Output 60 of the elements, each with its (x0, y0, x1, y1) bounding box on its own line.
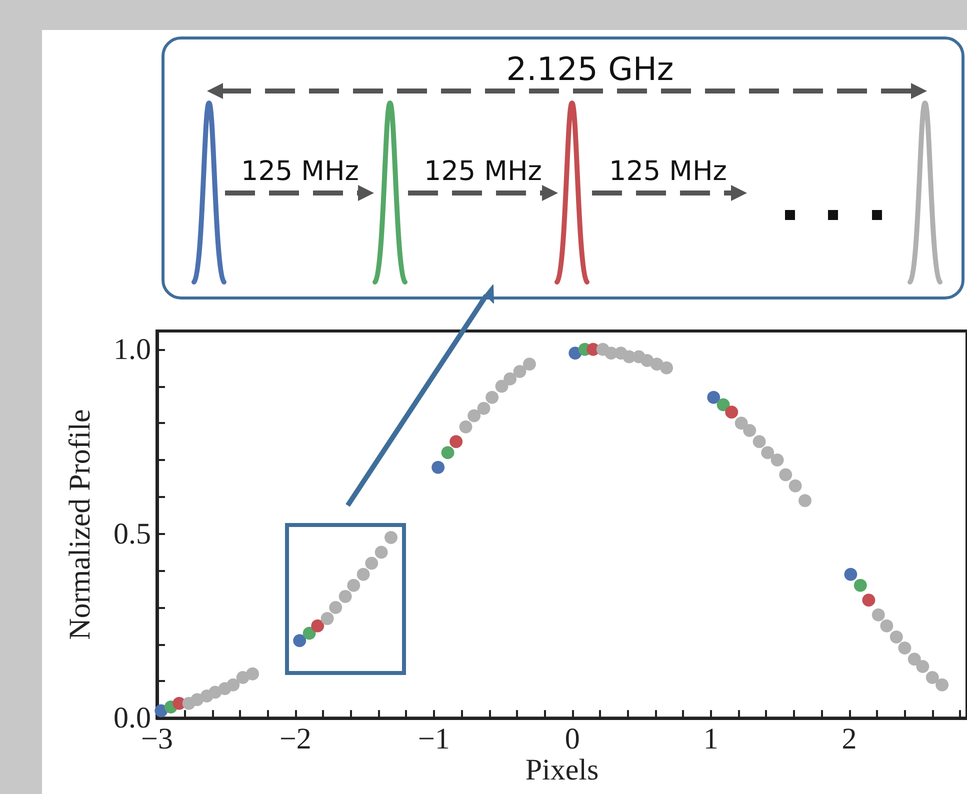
point (890, 630, 903, 644)
point (844, 568, 858, 581)
point (459, 420, 472, 434)
point (441, 446, 454, 460)
point (495, 380, 508, 393)
point (898, 642, 912, 655)
point (226, 678, 240, 692)
point (788, 479, 802, 492)
x-tick-label: −2 (280, 722, 312, 756)
point (522, 358, 536, 371)
y-tick-label: 1.0 (114, 332, 151, 366)
text: 125 MHz (424, 156, 542, 187)
point (311, 619, 324, 632)
point (908, 652, 921, 666)
point (779, 468, 792, 482)
x-axis-title: Pixels (525, 754, 599, 786)
text: 125 MHz (241, 156, 359, 187)
point (770, 454, 784, 467)
point (752, 435, 766, 448)
point (246, 667, 260, 680)
y-tick-label: 0.5 (114, 517, 151, 550)
point (761, 446, 774, 460)
point (338, 590, 352, 603)
point (356, 568, 370, 581)
point (880, 619, 894, 632)
point (477, 402, 490, 415)
y-axis-title: Normalized Profile (64, 409, 96, 640)
x-tick-label: 1 (703, 722, 718, 756)
point (302, 626, 316, 640)
point (293, 634, 306, 648)
x-tick-label: −1 (418, 722, 450, 756)
x-tick-label: 0 (564, 722, 580, 756)
point (320, 612, 334, 626)
point (365, 556, 378, 570)
point (450, 435, 463, 448)
point (734, 416, 748, 430)
point (854, 578, 867, 592)
point (432, 460, 445, 474)
text: 2.125 GHz (506, 50, 674, 88)
text: 125 MHz (609, 156, 727, 187)
point (862, 594, 876, 607)
point (707, 390, 720, 404)
point (725, 406, 738, 419)
point (504, 372, 517, 386)
point (716, 398, 730, 412)
point (660, 361, 674, 374)
point (374, 546, 388, 559)
point (798, 494, 812, 508)
point (872, 608, 885, 622)
point (329, 601, 342, 614)
point (486, 390, 499, 404)
point (384, 530, 398, 544)
x-tick-label: 2 (842, 722, 857, 756)
point (926, 671, 939, 684)
point (916, 660, 930, 673)
point (743, 424, 756, 438)
point (513, 365, 526, 378)
point (347, 578, 360, 592)
point (936, 678, 949, 692)
point (468, 409, 481, 422)
